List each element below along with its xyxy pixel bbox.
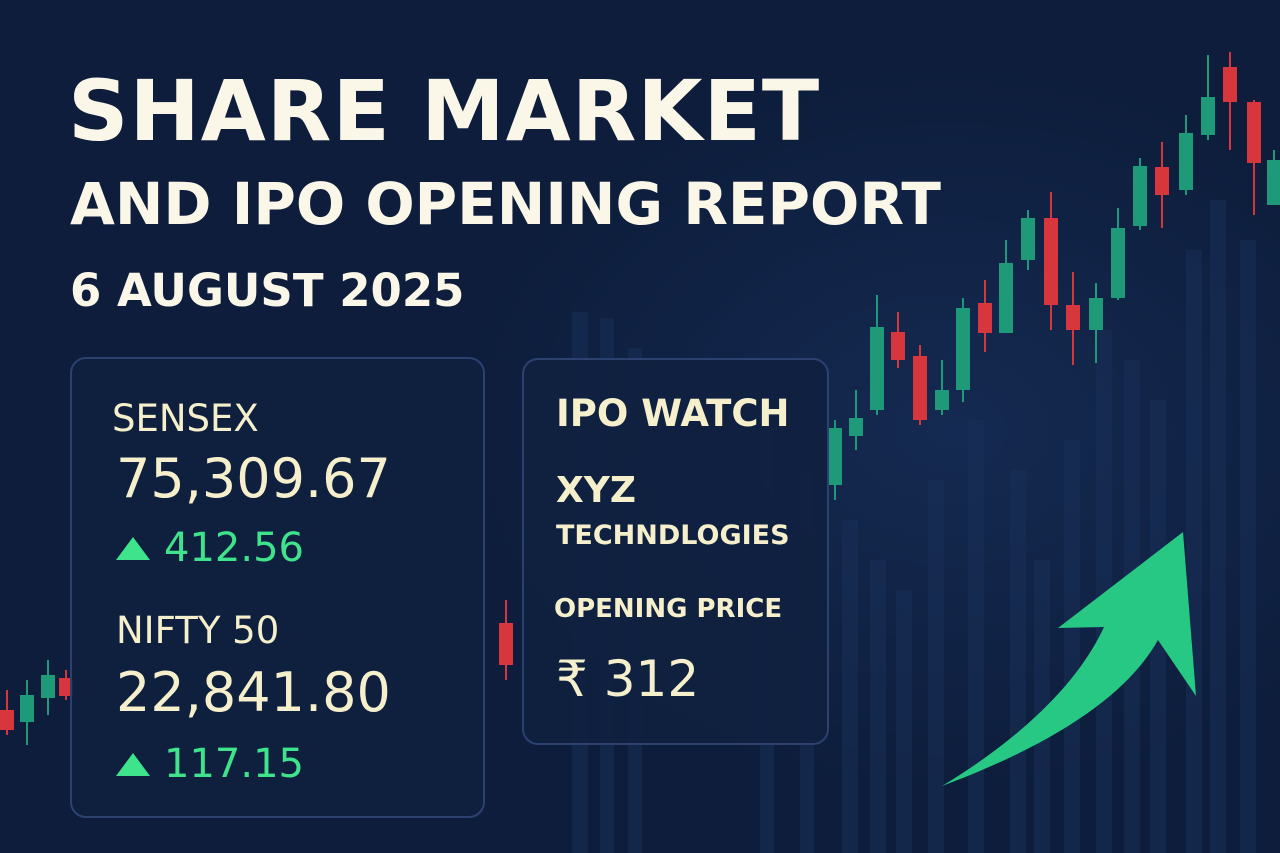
candle-body [1066,305,1080,330]
candlestick-up [41,660,55,715]
candle-body [1044,218,1058,305]
opening-price-value: ₹ 312 [556,650,700,708]
candlestick-down [891,312,905,368]
trend-arrow-icon [942,532,1196,786]
background-volume-bar [870,560,886,853]
candle-body [828,428,842,485]
candle-body [1201,97,1215,135]
page-subtitle: AND IPO OPENING REPORT [70,170,941,238]
page-title: SHARE MARKET [68,62,821,160]
candle-body [999,263,1013,333]
candle-body [1247,102,1261,163]
candle-body [1155,167,1169,195]
candlestick-up [1267,150,1280,205]
background-volume-bar [1034,560,1050,853]
candlestick-down [499,600,513,680]
candlestick-up [956,298,970,402]
candlestick-up [849,390,863,450]
candle-body [1021,218,1035,260]
index-panel: SENSEX 75,309.67 412.56 NIFTY 50 22,841.… [70,357,485,818]
candlestick-up [1179,115,1193,195]
candlestick-down [59,670,73,700]
candle-body [913,356,927,420]
candlestick-up [870,295,884,415]
candlestick-down [978,280,992,352]
candlestick-up [935,360,949,415]
nifty-change: 117.15 [116,741,304,787]
background-volume-bar [1010,470,1026,853]
nifty-value: 22,841.80 [116,661,391,724]
candlestick-up [828,420,842,500]
candle-body [870,327,884,410]
ipo-watch-heading: IPO WATCH [556,392,790,435]
nifty-change-value: 117.15 [164,741,304,787]
background-volume-bar [1186,250,1202,853]
candlestick-down [1066,272,1080,365]
background-volume-bar [1064,440,1080,853]
candle-body [41,675,55,698]
candle-body [935,390,949,410]
candle-body [1089,298,1103,330]
opening-price-label: OPENING PRICE [554,594,783,624]
candlestick-down [1223,52,1237,150]
background-volume-bar [842,520,858,853]
candle-body [59,678,73,696]
candle-body [1111,228,1125,298]
candlestick-up [1089,283,1103,363]
candlestick-up [20,680,34,745]
triangle-up-icon [116,536,150,560]
candle-body [956,308,970,390]
candle-body [0,710,14,730]
sensex-change: 412.56 [116,525,304,571]
candle-body [978,303,992,333]
sensex-value: 75,309.67 [116,447,391,510]
candlestick-series [0,52,1280,745]
candlestick-up [1111,208,1125,300]
candlestick-down [1247,100,1261,215]
candlestick-up [999,240,1013,333]
background-volume-bar [1240,240,1256,853]
candlestick-down [1155,142,1169,228]
candlestick-up [1133,158,1147,230]
ipo-company-name: XYZ [556,470,636,511]
candle-body [499,623,513,665]
background-volume-bar [968,420,984,853]
background-volume-bar [1096,330,1112,853]
sensex-change-value: 412.56 [164,525,304,571]
candle-body [1133,166,1147,226]
candle-body [1223,67,1237,102]
candlestick-up [1201,55,1215,140]
ipo-company-name-line2: TECHNDLOGIES [556,520,790,551]
sensex-label: SENSEX [112,397,259,440]
candle-body [1267,160,1280,205]
candle-body [1179,133,1193,190]
background-volume-bar [928,480,944,853]
triangle-up-icon [116,752,150,776]
candlestick-up [1021,210,1035,270]
candlestick-down [0,690,14,735]
candlestick-down [913,345,927,425]
candle-body [891,332,905,360]
candlestick-down [1044,192,1058,330]
background-volume-bar [1210,200,1226,853]
background-volume-bar [896,590,912,853]
nifty-label: NIFTY 50 [116,609,280,652]
candle-body [849,418,863,436]
candle-body [20,695,34,722]
report-date: 6 AUGUST 2025 [70,264,465,317]
ipo-panel: IPO WATCH XYZ TECHNDLOGIES OPENING PRICE… [522,358,829,745]
